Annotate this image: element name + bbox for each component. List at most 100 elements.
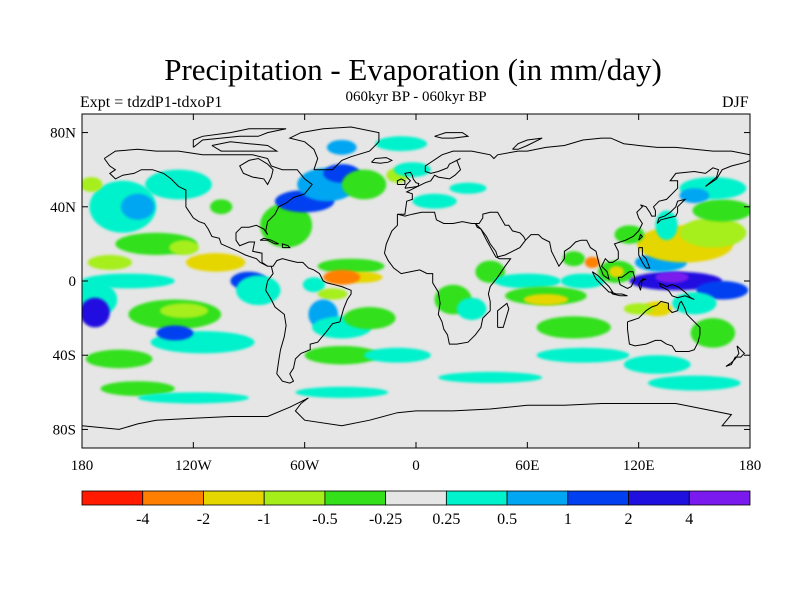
- coastline: [627, 300, 701, 352]
- coastline-layer: [82, 126, 750, 430]
- field-region: [623, 303, 654, 315]
- field-region: [438, 371, 543, 384]
- coastline: [82, 397, 750, 430]
- field-region: [655, 210, 678, 241]
- coastline: [404, 171, 420, 189]
- field-region: [120, 193, 155, 220]
- coastline: [265, 258, 352, 384]
- lon-tick-label: 180: [71, 458, 94, 474]
- colorbar-label: 1: [564, 511, 572, 528]
- lon-tick-label: 120E: [623, 458, 655, 474]
- field-region: [210, 199, 233, 215]
- field-region: [690, 318, 736, 348]
- field-region: [364, 347, 431, 363]
- field-region: [449, 182, 487, 194]
- colorbar-swatch: [688, 490, 751, 506]
- colorbar-label: 2: [625, 511, 633, 528]
- field-region: [341, 169, 387, 200]
- field-region: [260, 203, 313, 248]
- field-region: [696, 281, 749, 300]
- coastline: [617, 271, 636, 289]
- coastline: [397, 137, 750, 215]
- colorbar-swatch: [567, 490, 629, 506]
- coastline: [396, 178, 406, 185]
- field-region: [536, 316, 611, 339]
- coastline: [288, 126, 380, 171]
- coastline: [474, 211, 527, 258]
- lat-tick-label: 40N: [50, 200, 76, 216]
- field-region: [236, 275, 281, 306]
- lon-tick-label: 180: [739, 458, 762, 474]
- field-region: [536, 347, 630, 363]
- field-region: [608, 266, 624, 278]
- field-region: [692, 199, 750, 222]
- field-region: [85, 349, 153, 369]
- colorbar-swatch: [203, 490, 265, 506]
- field-layer: [82, 136, 750, 404]
- field-region: [584, 256, 600, 269]
- lon-tick-label: 120W: [175, 458, 213, 474]
- field-region: [679, 188, 710, 204]
- field-region: [159, 303, 209, 319]
- coastline: [497, 302, 510, 328]
- field-region: [456, 297, 487, 320]
- coastline: [383, 211, 512, 345]
- field-region: [562, 251, 585, 267]
- coastline: [103, 148, 313, 267]
- season-label: DJF: [722, 94, 749, 111]
- field-region: [82, 297, 110, 328]
- field-region: [317, 288, 348, 300]
- colorbar-label: 4: [685, 511, 693, 528]
- coastline: [638, 233, 644, 241]
- experiment-label: Expt = tdzdP1-tdxoP1: [80, 94, 223, 111]
- lon-tick-label: 60E: [515, 458, 539, 474]
- field-region: [642, 301, 673, 317]
- coastline: [434, 132, 470, 139]
- field-region: [295, 386, 389, 398]
- coastline: [638, 247, 651, 269]
- lat-tick-label: 80S: [53, 422, 76, 438]
- field-region: [317, 258, 385, 274]
- lat-tick-label: 80N: [50, 126, 76, 142]
- coastline: [192, 128, 287, 148]
- field-region: [560, 273, 606, 289]
- colorbar-label: -0.25: [369, 511, 402, 528]
- lon-tick-label: 60W: [290, 458, 320, 474]
- colorbar: -4 -2 -1 -0.5 -0.25 0.25 0.5 1 2 4: [81, 490, 751, 528]
- coastline: [610, 291, 628, 297]
- colorbar-label: -4: [136, 511, 149, 528]
- field-region: [672, 292, 717, 315]
- coastline: [512, 137, 543, 150]
- field-region: [647, 375, 741, 391]
- field-region: [323, 269, 361, 285]
- field-region: [304, 345, 379, 365]
- field-region: [185, 253, 246, 272]
- coastline: [658, 282, 695, 301]
- colorbar-swatch: [324, 490, 387, 506]
- map-title: Precipitation - Evaporation (in mm/day): [164, 52, 662, 87]
- colorbar-swatch: [81, 490, 144, 506]
- field-region: [679, 217, 747, 248]
- coastline: [211, 141, 279, 152]
- field-region: [412, 193, 457, 209]
- field-region: [655, 271, 689, 283]
- field-region: [82, 177, 103, 192]
- field-region: [145, 169, 212, 200]
- field-region: [100, 381, 175, 397]
- lon-tick-label: 0: [412, 458, 420, 474]
- coastline: [638, 278, 647, 291]
- field-region: [87, 255, 133, 270]
- field-region: [156, 325, 194, 341]
- field-region: [623, 355, 691, 374]
- colorbar-swatch: [385, 490, 447, 506]
- coastline: [259, 237, 279, 245]
- colorbar-swatch: [628, 490, 690, 506]
- coastline: [725, 345, 746, 367]
- colorbar-label: -2: [197, 511, 210, 528]
- lat-tick-label: 40S: [53, 348, 76, 364]
- coastline: [525, 159, 750, 281]
- colorbar-swatch: [263, 490, 326, 506]
- colorbar-label: 0.25: [432, 511, 460, 528]
- field-region: [493, 273, 561, 289]
- field-region: [523, 293, 569, 306]
